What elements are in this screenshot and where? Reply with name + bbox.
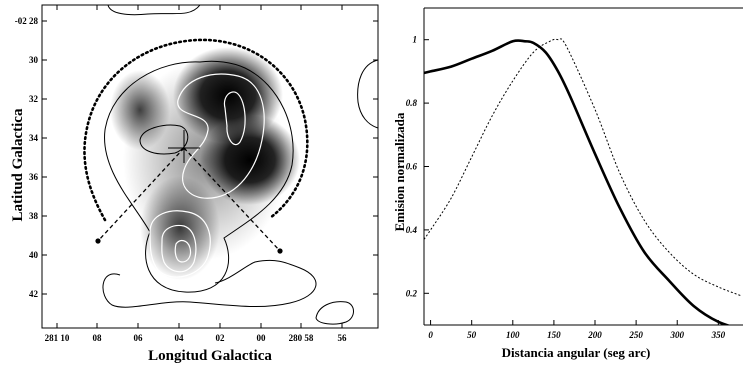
- map-y-tick-label: 32: [29, 94, 39, 104]
- emission-peak-right: [200, 115, 300, 205]
- map-plot-area: [84, 5, 378, 324]
- map-x-tick-label: 281 10: [45, 333, 70, 343]
- profile-x-tick-label: 150: [547, 330, 561, 340]
- profile-chart: 0 50 100 150 200 250 300 350 0.2 0.4 0.6 0.8 1 Dista…: [392, 8, 743, 360]
- cut-endpoint-left: [95, 238, 100, 243]
- series-solid-line: [424, 41, 743, 330]
- map-x-tick-label: 08: [93, 333, 103, 343]
- profile-y-tick-label: 1: [413, 35, 418, 45]
- map-x-tick-label: 280 58: [289, 333, 314, 343]
- cut-endpoint-right: [277, 248, 282, 253]
- top-edge-contour: [108, 5, 200, 15]
- profile-series: [424, 39, 743, 330]
- map-y-tick-label: 34: [29, 133, 39, 143]
- map-x-tick-label: 04: [175, 333, 185, 343]
- map-ylabel: Latitud Galactica: [10, 108, 26, 221]
- map-y-tick-label: -02 28: [15, 16, 39, 26]
- profile-y-tick-label: 0.6: [406, 162, 418, 172]
- profile-y-tick-label: 0.2: [406, 288, 418, 298]
- map-y-tick-label: 30: [29, 55, 39, 65]
- profile-x-tick-label: 100: [506, 330, 520, 340]
- profile-ticks: 0 50 100 150 200 250 300 350 0.2 0.4 0.6 0.8 1: [406, 35, 726, 340]
- map-y-tick-label: 38: [29, 211, 39, 221]
- profile-y-tick-label: 0.8: [406, 98, 418, 108]
- bottom-right-contour: [316, 302, 354, 324]
- map-x-tick-label: 02: [216, 333, 226, 343]
- profile-x-tick-label: 200: [587, 330, 602, 340]
- profile-xlabel: Distancia angular (seg arc): [502, 345, 651, 360]
- profile-x-tick-label: 0: [428, 330, 433, 340]
- right-edge-contour: [358, 60, 378, 128]
- contour-map: 281 10 08 06 04 02 00 280 58 56 -02 28 30 32 34 36 38…: [10, 5, 378, 364]
- profile-x-tick-label: 350: [711, 330, 726, 340]
- map-x-tick-label: 00: [257, 333, 267, 343]
- map-x-tick-label: 56: [338, 333, 348, 343]
- map-y-tick-label: 42: [29, 289, 39, 299]
- profile-y-tick-label: 0.4: [406, 225, 418, 235]
- profile-ylabel: Emision normalizada: [392, 112, 407, 231]
- profile-x-tick-label: 300: [669, 330, 684, 340]
- map-y-tick-label: 40: [29, 250, 39, 260]
- lower-region-contour: [103, 260, 316, 307]
- map-y-tick-label: 36: [29, 172, 39, 182]
- profile-x-tick-label: 250: [628, 330, 643, 340]
- map-xlabel: Longitud Galactica: [148, 348, 272, 364]
- profile-x-tick-label: 50: [467, 330, 477, 340]
- series-dotted-line: [424, 39, 743, 297]
- map-x-tick-label: 06: [134, 333, 144, 343]
